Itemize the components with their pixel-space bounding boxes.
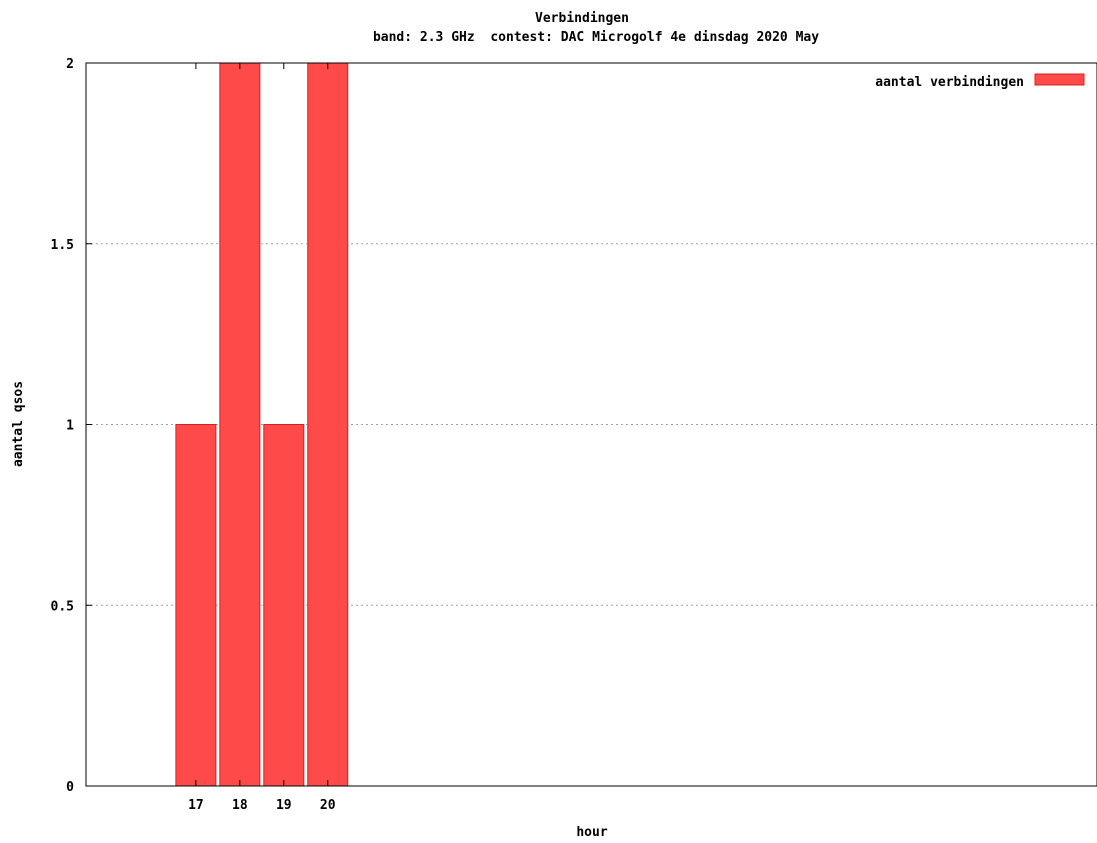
bar-hour-20 — [307, 62, 349, 787]
y-tick-label: 1.5 — [51, 238, 74, 253]
legend-swatch — [1034, 73, 1085, 86]
x-tick-label: 18 — [232, 798, 248, 813]
x-tick-label: 19 — [276, 798, 292, 813]
chart-subtitle: band: 2.3 GHz contest: DAC Microgolf 4e … — [373, 30, 819, 45]
x-tick-labels: 17 18 19 20 — [188, 798, 336, 813]
legend-label: aantal verbindingen — [875, 75, 1024, 90]
y-tick-label: 0.5 — [51, 599, 74, 614]
y-tick-label: 0 — [66, 780, 74, 795]
y-tick-label: 2 — [66, 57, 74, 72]
bar-hour-17 — [175, 424, 217, 787]
legend: aantal verbindingen — [875, 73, 1085, 90]
grid-lines — [86, 243, 1097, 606]
plot-area-frame — [85, 62, 1097, 787]
x-axis-label: hour — [576, 825, 607, 840]
bar-hour-19 — [263, 424, 305, 787]
y-axis-label: aantal qsos — [11, 381, 26, 467]
bars — [175, 62, 349, 787]
x-tick-label: 17 — [188, 798, 204, 813]
x-tick-label: 20 — [320, 798, 336, 813]
chart-title: Verbindingen — [535, 11, 629, 26]
bar-hour-18 — [219, 62, 261, 787]
y-tick-label: 1 — [66, 419, 74, 434]
y-tick-labels: 0 0.5 1 1.5 2 — [51, 57, 75, 795]
